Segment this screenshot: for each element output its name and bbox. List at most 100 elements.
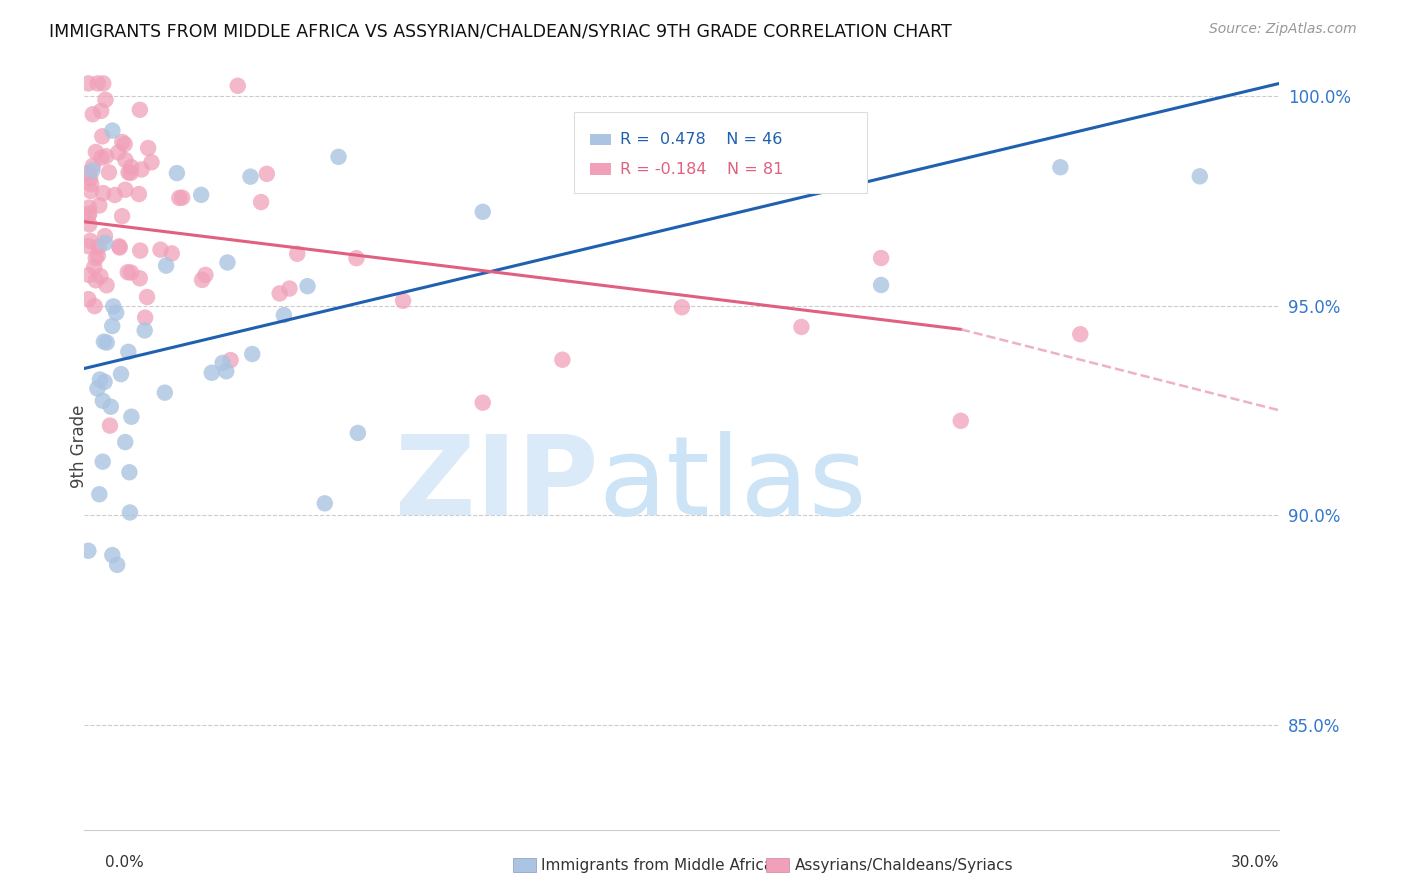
- Point: [108, 239, 131, 253]
- Point: [120, 160, 142, 174]
- Y-axis label: 9th Grade: 9th Grade: [70, 404, 87, 488]
- Point: [141, 155, 163, 169]
- Point: [751, 165, 773, 179]
- Point: [91, 455, 114, 469]
- Point: [87, 248, 110, 262]
- Text: Immigrants from Middle Africa: Immigrants from Middle Africa: [541, 858, 773, 872]
- FancyBboxPatch shape: [575, 112, 868, 193]
- Point: [82, 163, 104, 178]
- Bar: [591, 134, 612, 145]
- Point: [671, 300, 693, 314]
- Point: [128, 187, 150, 202]
- Bar: [591, 163, 612, 175]
- Point: [83, 260, 105, 275]
- Point: [91, 186, 114, 200]
- Point: [250, 195, 273, 210]
- Text: ZIP: ZIP: [395, 431, 599, 538]
- Point: [98, 418, 121, 433]
- Point: [169, 191, 191, 205]
- Point: [77, 268, 100, 282]
- Point: [114, 153, 136, 167]
- Point: [93, 375, 115, 389]
- Point: [190, 187, 212, 202]
- Text: Source: ZipAtlas.com: Source: ZipAtlas.com: [1209, 22, 1357, 37]
- Point: [149, 243, 172, 257]
- Point: [89, 372, 111, 386]
- Point: [96, 335, 118, 350]
- Point: [84, 273, 107, 287]
- Point: [79, 171, 101, 186]
- Point: [591, 152, 613, 166]
- Point: [94, 93, 117, 107]
- Point: [91, 76, 114, 90]
- Point: [90, 103, 112, 118]
- Point: [114, 183, 136, 197]
- Point: [108, 240, 131, 254]
- Point: [114, 137, 136, 152]
- Point: [870, 277, 893, 292]
- Point: [949, 414, 972, 428]
- Point: [471, 204, 494, 219]
- Point: [118, 465, 141, 479]
- Point: [93, 334, 115, 349]
- Point: [328, 150, 350, 164]
- Point: [117, 265, 139, 279]
- Point: [217, 255, 239, 269]
- Point: [471, 395, 494, 409]
- Point: [134, 310, 156, 325]
- Point: [101, 319, 124, 334]
- Point: [94, 149, 117, 163]
- Point: [226, 78, 249, 93]
- Point: [117, 165, 139, 179]
- Point: [77, 166, 100, 180]
- Point: [790, 320, 813, 334]
- Point: [870, 251, 893, 265]
- Point: [79, 206, 101, 220]
- Point: [79, 218, 101, 232]
- Point: [131, 162, 153, 177]
- Point: [94, 229, 117, 244]
- Point: [194, 268, 217, 282]
- Point: [134, 323, 156, 337]
- Text: R =  0.478    N = 46: R = 0.478 N = 46: [620, 132, 782, 146]
- Point: [215, 364, 238, 378]
- Point: [256, 167, 278, 181]
- Point: [96, 278, 118, 293]
- Point: [77, 209, 100, 223]
- Point: [117, 344, 139, 359]
- Point: [118, 506, 141, 520]
- Point: [79, 234, 101, 248]
- Point: [1049, 160, 1071, 174]
- Point: [166, 166, 188, 180]
- Point: [82, 159, 104, 173]
- Point: [155, 259, 177, 273]
- Point: [392, 293, 415, 308]
- Point: [80, 184, 103, 198]
- Point: [80, 177, 103, 191]
- Point: [90, 151, 112, 165]
- Point: [86, 76, 108, 90]
- Point: [111, 209, 134, 223]
- Point: [273, 308, 295, 322]
- Point: [551, 352, 574, 367]
- Point: [101, 548, 124, 562]
- Point: [1069, 327, 1091, 342]
- Point: [240, 347, 263, 361]
- Point: [129, 244, 152, 258]
- Point: [77, 239, 100, 253]
- Point: [120, 409, 142, 424]
- Point: [89, 269, 111, 284]
- Point: [239, 169, 262, 184]
- Point: [87, 240, 110, 254]
- Point: [83, 299, 105, 313]
- Point: [1188, 169, 1211, 184]
- Text: IMMIGRANTS FROM MIDDLE AFRICA VS ASSYRIAN/CHALDEAN/SYRIAC 9TH GRADE CORRELATION : IMMIGRANTS FROM MIDDLE AFRICA VS ASSYRIA…: [49, 22, 952, 40]
- Point: [98, 165, 121, 179]
- Point: [201, 366, 224, 380]
- Point: [89, 487, 111, 501]
- Point: [346, 251, 368, 265]
- Point: [105, 306, 128, 320]
- Point: [111, 135, 134, 149]
- Point: [94, 235, 117, 250]
- Point: [89, 198, 111, 212]
